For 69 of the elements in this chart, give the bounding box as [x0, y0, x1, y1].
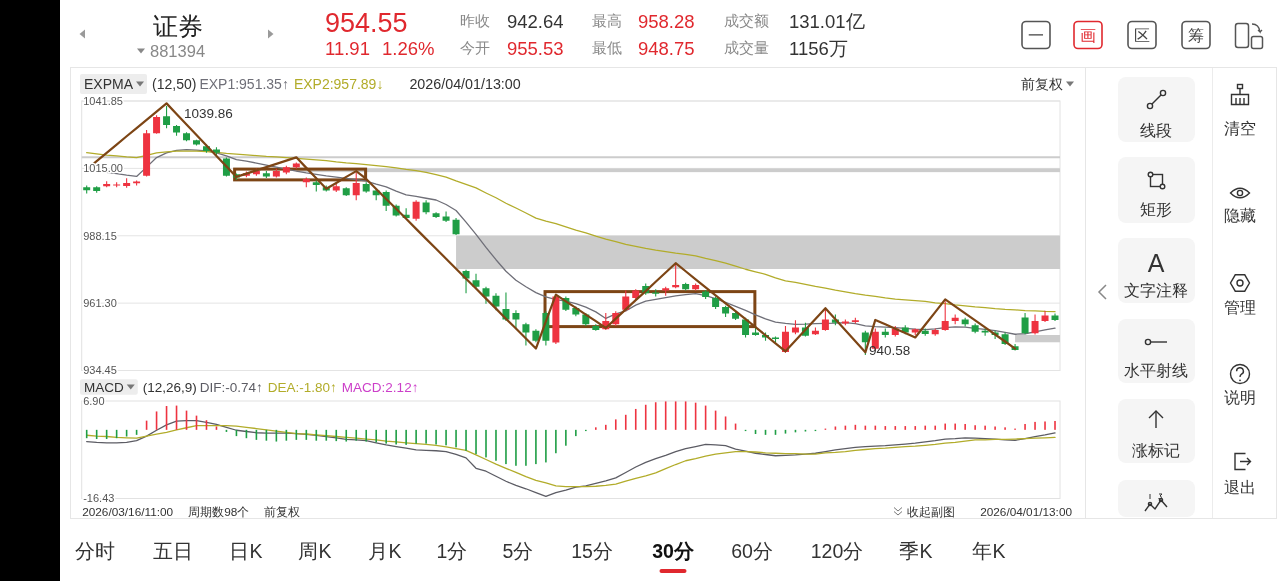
text: 15分	[571, 540, 613, 563]
text: 五日	[153, 540, 193, 563]
text: MACD:2.12↑	[341, 379, 419, 395]
text: 证券	[153, 12, 203, 40]
chart-title: EXPMA	[84, 76, 134, 93]
text: 942.64	[507, 10, 564, 32]
text: DEA:-1.80↑	[267, 379, 337, 395]
y-tick-label: 961.30	[83, 297, 117, 310]
text: 线段	[1140, 121, 1172, 139]
text: 成交量	[724, 39, 769, 57]
y-tick-label: -16.43	[83, 492, 115, 505]
text: 2026/04/01/13:00	[980, 504, 1073, 519]
text: 画	[1080, 26, 1096, 44]
text: 说明	[1224, 388, 1256, 406]
text: 昨收	[460, 12, 490, 30]
chart-subtitle: (12,26,9)	[142, 379, 197, 395]
y-tick-label: 6.90	[83, 394, 105, 407]
text: 1分	[436, 540, 468, 563]
text: 11.91	[325, 37, 370, 59]
annotation: 1039.86	[184, 105, 233, 121]
text: 954.55	[325, 7, 408, 38]
text: 120分	[810, 540, 864, 563]
chart-title: MACD	[84, 379, 124, 395]
text: 60分	[731, 540, 773, 563]
y-tick-label: 934.45	[83, 364, 117, 377]
text: 1156万	[789, 37, 848, 59]
text: 月K	[368, 540, 402, 563]
text: 矩形	[1140, 200, 1172, 218]
text: 隐藏	[1224, 206, 1256, 224]
text: 最低	[592, 39, 622, 57]
chart-subtitle: (12,50)	[152, 76, 197, 93]
text: 一	[1028, 26, 1044, 44]
text: 131.01亿	[789, 10, 865, 32]
text: 955.53	[507, 37, 564, 59]
text: 5分	[502, 540, 534, 563]
series-label: DIF:-0.74↑	[199, 379, 263, 395]
text: 周期数98个	[188, 504, 250, 519]
text: 季K	[899, 540, 933, 563]
text: 筹	[1188, 26, 1204, 44]
text: A	[1147, 249, 1165, 277]
text: EXP1:951.35↑	[199, 76, 289, 93]
text: 文字注释	[1124, 281, 1188, 299]
y-tick-label: 1041.85	[83, 94, 123, 107]
text: 区	[1134, 26, 1150, 44]
text: 涨标记	[1132, 441, 1180, 459]
text: 30分	[652, 540, 695, 563]
text: 退出	[1224, 478, 1256, 496]
text: 948.75	[638, 37, 695, 59]
text: 水平射线	[1124, 361, 1188, 379]
text: 1.26%	[382, 37, 435, 59]
y-tick-label: 988.15	[83, 229, 117, 242]
text: 2026/04/01/13:00	[409, 76, 521, 93]
text: 日K	[229, 540, 263, 563]
text: 清空	[1224, 119, 1256, 137]
text: 最高	[592, 12, 622, 30]
text: 2026/03/16/11:00	[82, 504, 174, 519]
annotation: 940.58	[869, 343, 911, 359]
text: 前复权	[264, 504, 301, 519]
text: 今开	[460, 39, 490, 57]
text: 收起副图	[907, 504, 955, 519]
text: 958.28	[638, 10, 695, 32]
text: EXP2:957.89↓	[293, 76, 384, 93]
text: 881394	[150, 41, 206, 60]
text: 年K	[972, 540, 1006, 563]
text: 管理	[1224, 298, 1256, 316]
text: 分时	[75, 540, 115, 563]
text: 周K	[298, 540, 332, 563]
text: 成交额	[724, 12, 769, 30]
text: 前复权	[1021, 76, 1063, 93]
